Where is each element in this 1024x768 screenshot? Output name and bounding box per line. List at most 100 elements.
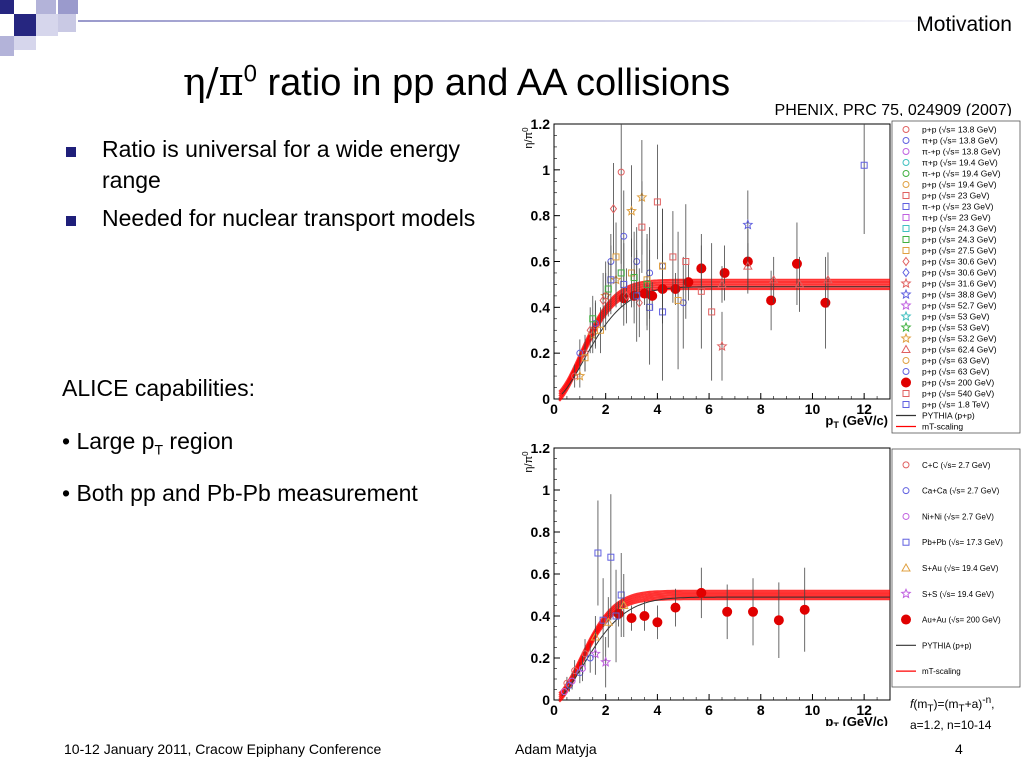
legend-label: Ca+Ca (√s= 2.7 GeV)	[922, 487, 1000, 496]
data-point	[607, 276, 615, 284]
legend-label: p+p (√s= 30.6 GeV)	[922, 268, 997, 278]
legend-label: p+p (√s= 52.7 GeV)	[922, 301, 997, 311]
deco-square	[0, 36, 14, 56]
legend-marker	[902, 247, 910, 254]
data-point	[823, 274, 833, 284]
data-point	[716, 340, 728, 351]
formula-part: (m	[913, 697, 928, 711]
data-point	[647, 290, 658, 301]
legend-marker	[900, 288, 912, 300]
bullet-text: Ratio is universal for a wide energy ran…	[102, 136, 460, 193]
formula-part: ,	[991, 697, 995, 711]
y-tick-label: 1	[542, 482, 550, 498]
legend-marker	[901, 562, 911, 572]
y-tick-label: 0.2	[531, 345, 551, 361]
data-point	[719, 267, 730, 278]
legend-label: p+p (√s= 19.4 GeV)	[922, 180, 997, 190]
legend-label: π-+p (√s= 19.4 GeV)	[922, 169, 1001, 179]
slide-title: η/π0 ratio in pp and AA collisions	[183, 60, 730, 105]
data-point	[586, 654, 594, 662]
mt-scaling-curve	[558, 591, 890, 697]
legend-marker	[902, 267, 910, 278]
legend-marker	[902, 461, 910, 469]
legend-label: π+p (√s= 19.4 GeV)	[922, 158, 998, 168]
alice-heading: ALICE capabilities:	[62, 375, 256, 401]
x-tick-label: 6	[705, 702, 713, 718]
y-axis-label: η/π0	[521, 451, 535, 473]
data-point	[635, 297, 643, 308]
y-tick-label: 0.4	[531, 608, 551, 624]
data-point	[860, 161, 868, 169]
legend-label: Ni+Ni (√s= 2.7 GeV)	[922, 512, 994, 521]
legend-marker	[902, 256, 910, 267]
pp-legend-box	[891, 120, 1021, 434]
data-point	[589, 315, 597, 323]
data-point	[568, 677, 576, 685]
legend-marker	[900, 332, 912, 344]
x-tick-label: 8	[757, 702, 765, 718]
deco-square	[58, 0, 78, 14]
legend-label: p+p (√s= 63 GeV)	[922, 367, 990, 377]
data-point	[599, 616, 607, 624]
data-point	[766, 295, 777, 306]
legend-marker	[900, 310, 912, 322]
data-point	[626, 205, 638, 216]
legend-marker	[902, 401, 910, 408]
fit-formula: f(mT)=(mT+a)-n, a=1.2, n=10-14	[910, 693, 1020, 733]
data-point	[674, 296, 682, 304]
legend-label: π-+p (√s= 23 GeV)	[922, 202, 994, 212]
legend-label: p+p (√s= 53 GeV)	[922, 312, 990, 322]
data-point	[717, 279, 727, 288]
title-text: ratio in pp and AA collisions	[256, 62, 731, 104]
data-point	[581, 354, 589, 362]
legend-label: p+p (√s= 31.6 GeV)	[922, 279, 997, 289]
legend-marker	[901, 344, 911, 353]
x-axis-label: pT (GeV/c)	[825, 714, 888, 726]
data-point	[617, 269, 625, 277]
data-point	[820, 297, 831, 308]
section-label: Motivation	[916, 13, 1012, 36]
legend-label: p+p (√s= 24.3 GeV)	[922, 235, 997, 245]
y-tick-label: 0	[542, 391, 550, 407]
data-point	[617, 168, 625, 176]
legend-marker	[902, 148, 910, 155]
legend-marker	[902, 236, 910, 243]
page-number: 4	[955, 741, 963, 757]
legend-label: C+C (√s= 2.7 GeV)	[922, 461, 991, 470]
data-point	[622, 291, 630, 301]
data-point	[617, 591, 625, 599]
header-rule	[78, 20, 1018, 22]
legend-label: Pb+Pb (√s= 17.3 GeV)	[922, 538, 1003, 547]
title-slash: /	[205, 60, 219, 104]
legend-label: p+p (√s= 1.8 TeV)	[922, 400, 990, 410]
x-tick-label: 10	[805, 401, 821, 417]
legend-marker	[900, 277, 912, 289]
y-tick-label: 1.2	[531, 444, 551, 456]
deco-square	[0, 0, 14, 14]
deco-square	[36, 0, 56, 14]
x-tick-label: 2	[602, 401, 610, 417]
deco-square	[36, 14, 58, 36]
data-point	[653, 198, 661, 206]
title-superscript: 0	[243, 60, 257, 88]
x-tick-label: 8	[757, 401, 765, 417]
data-point	[659, 262, 667, 270]
data-point	[697, 287, 705, 295]
data-point	[597, 326, 605, 334]
data-point	[643, 280, 651, 288]
data-point	[571, 372, 579, 380]
data-point	[748, 606, 759, 617]
deco-square	[58, 14, 76, 32]
data-point	[742, 261, 753, 270]
mt-scaling-curve	[558, 593, 890, 699]
capability-pp-pbpb: • Both pp and Pb-Pb measurement	[62, 480, 418, 506]
data-point	[652, 617, 663, 628]
data-point	[633, 292, 641, 300]
legend-label: p+p (√s= 24.3 GeV)	[922, 224, 997, 234]
legend-label: p+p (√s= 200 GeV)	[922, 378, 994, 388]
x-tick-label: 6	[705, 401, 713, 417]
legend-marker	[902, 203, 910, 210]
data-point	[773, 615, 784, 626]
